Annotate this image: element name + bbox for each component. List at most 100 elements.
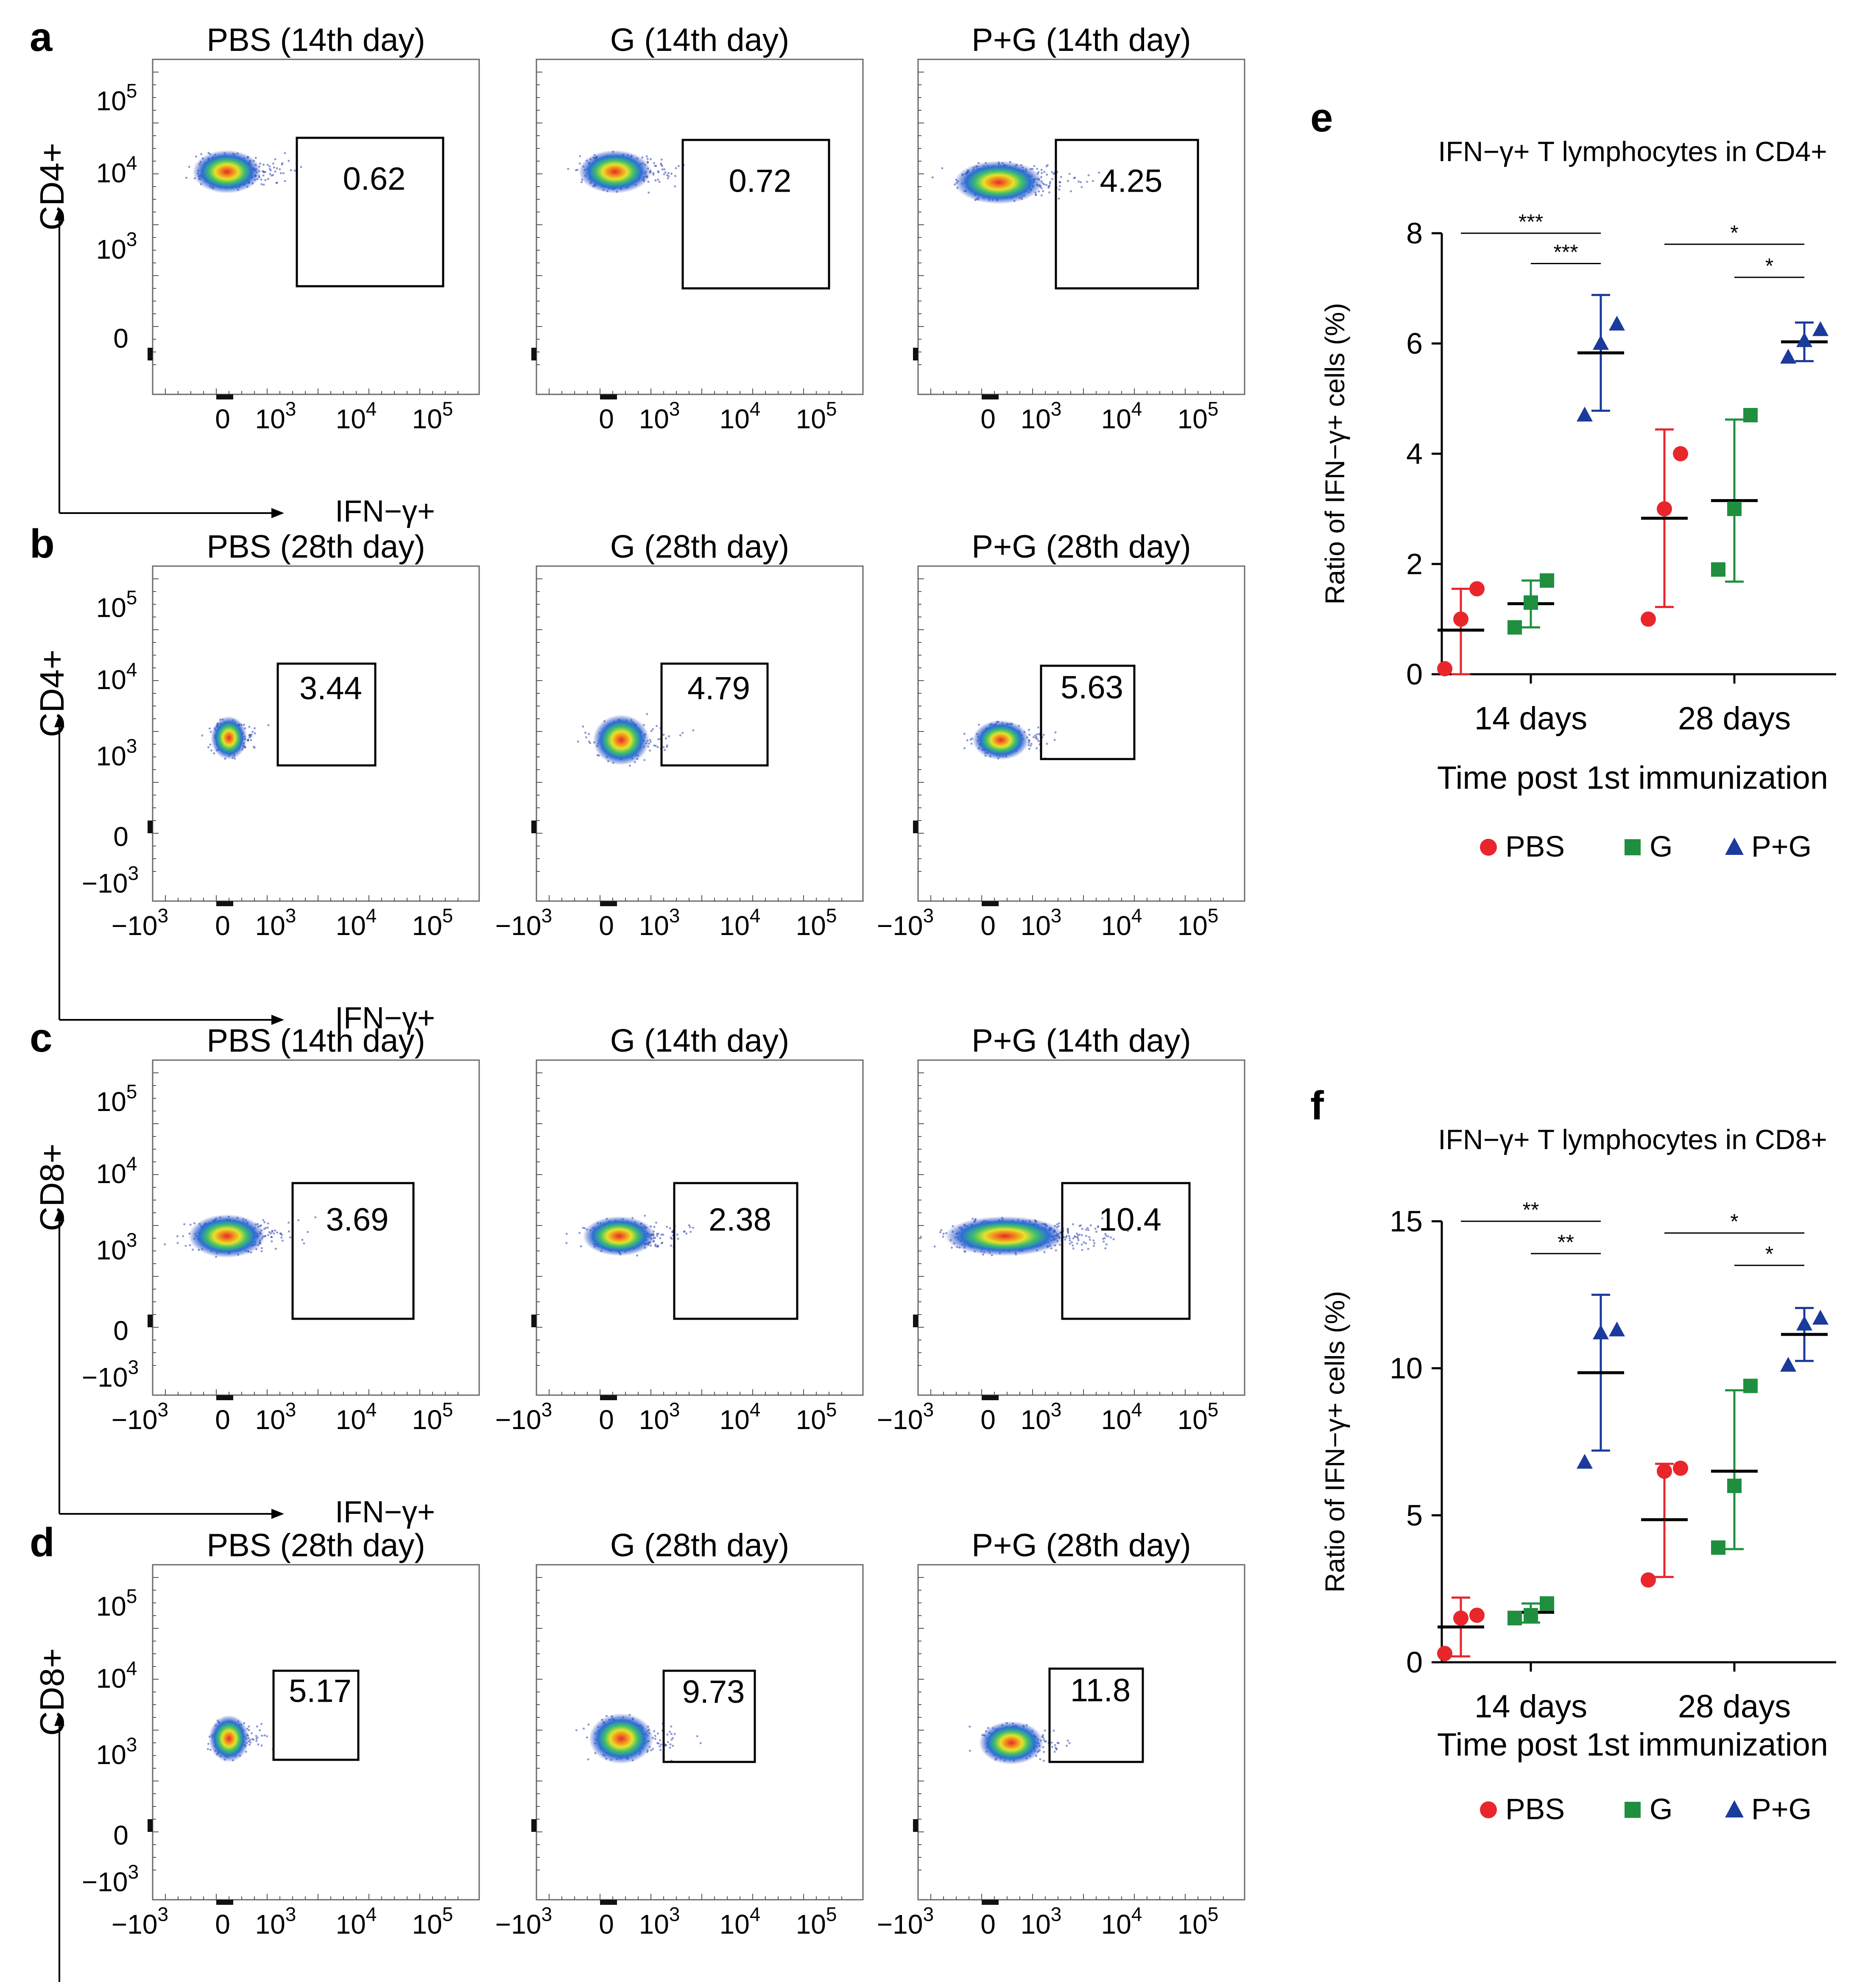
flow-row-b: b CD4+ IFN−γ+ PBS (28th day) 3.44 −103 0 103 104… [30, 521, 1245, 1035]
y-tick-label: 4 [1406, 437, 1423, 470]
y-tick-label: 2 [1406, 547, 1423, 581]
data-point [1711, 562, 1725, 577]
y-axis-title: Ratio of IFN−γ+ cells (%) [1320, 303, 1350, 604]
data-point [1593, 335, 1609, 350]
x-tick-zero: 0 [215, 910, 230, 941]
x-tick-neg: −103 [495, 904, 552, 941]
x-tick-neg: −103 [112, 1903, 168, 1940]
x-tick-zero: 0 [599, 1404, 614, 1435]
flow-plot-b-3: P+G (28th day) 5.63 −103 0 103 104 105 [877, 529, 1245, 941]
legend: PBS G P+G [1480, 830, 1812, 863]
data-point [1657, 501, 1672, 516]
x-tick-1e3: 103 [639, 398, 680, 434]
data-point [1469, 581, 1485, 597]
gate-box [662, 1669, 756, 1763]
plot-title: P+G (14th day) [972, 1023, 1191, 1059]
axis-ticks [913, 72, 1224, 399]
gate-box [276, 662, 377, 767]
data-point [1437, 661, 1452, 676]
plot-title: P+G (14th day) [972, 22, 1191, 58]
panel-letter-a: a [30, 14, 53, 60]
x-tick-1e3: 103 [1021, 1903, 1062, 1940]
legend-marker-pg [1725, 837, 1744, 855]
y-tick-1e4: 104 [96, 1153, 137, 1189]
x-tick-neg: −103 [112, 1399, 168, 1435]
y-axis-label-a: CD4+ [33, 143, 71, 231]
flow-plot-d-3: P+G (28th day) 11.8 −103 0 103 104 105 [877, 1527, 1245, 1940]
data-point [1577, 1454, 1593, 1469]
x-tick-1e4: 104 [336, 1903, 377, 1940]
chart-e: e IFN−γ+ T lymphocytes in CD4+ 0 2 4 6 8 14 day… [1310, 95, 1836, 863]
x-axis-label-a: IFN−γ+ [335, 494, 435, 528]
x-tick-1e4: 104 [1101, 1399, 1142, 1435]
density-core [209, 1715, 249, 1762]
gate-box [291, 1182, 415, 1320]
axis-ticks [531, 578, 842, 906]
x-tick-zero: 0 [215, 1404, 230, 1435]
plot-frame [536, 59, 864, 395]
x-tick-1e5: 105 [1178, 398, 1219, 434]
y-tick-1e4: 104 [96, 1657, 137, 1694]
legend-label: P+G [1751, 1792, 1812, 1826]
x-tick-1e4: 104 [720, 1399, 761, 1435]
y-tick-1e5: 105 [96, 80, 137, 116]
x-tick-1e5: 105 [1178, 904, 1219, 941]
x-tick-labels: −103 0 103 104 105 [112, 1399, 453, 1435]
x-tick-1e4: 104 [720, 1903, 761, 1940]
plot-title: G (28th day) [610, 1527, 789, 1563]
x-tick-zero: 0 [980, 1404, 996, 1435]
x-axis-arrowhead [271, 1509, 284, 1519]
x-tick-labels: −103 0 103 104 105 [495, 904, 837, 941]
x-tick-neg: −103 [877, 904, 934, 941]
y-tick-1e5: 105 [96, 1080, 137, 1117]
plot-title: G (14th day) [610, 22, 789, 58]
y-axis-title: Ratio of IFN−γ+ cells (%) [1320, 1291, 1350, 1592]
y-tick-1e5: 105 [96, 586, 137, 623]
data-point [1673, 446, 1688, 461]
y-axis-arrowhead [54, 1713, 64, 1726]
panel-letter-d: d [30, 1520, 55, 1565]
data-point [1796, 1315, 1812, 1331]
data-point [1727, 1479, 1742, 1493]
gate-box [1061, 1182, 1191, 1320]
x-tick-1e5: 105 [412, 1399, 453, 1435]
plot-frame [152, 1564, 480, 1901]
y-tick-label: 5 [1406, 1499, 1423, 1532]
data-point [1540, 1596, 1554, 1611]
data-point [1812, 321, 1829, 336]
chart-title: IFN−γ+ T lymphocytes in CD8+ [1438, 1124, 1827, 1155]
x-tick-labels: 0 103 104 105 [980, 398, 1218, 434]
y-tick-labels: 105 104 103 0 −103 [82, 586, 139, 899]
plot-title: G (14th day) [610, 1023, 789, 1059]
data-point [1453, 611, 1468, 627]
data-point [1780, 349, 1796, 364]
legend-label: PBS [1505, 1792, 1565, 1826]
data-point [1812, 1309, 1829, 1325]
gate-box [681, 139, 830, 290]
gate-value: 3.44 [299, 670, 362, 706]
y-tick-label: 6 [1406, 327, 1423, 360]
plot-frame [536, 565, 864, 902]
series-pbs [1437, 428, 1688, 676]
x-tick-1e3: 103 [639, 1399, 680, 1435]
y-tick-zero: 0 [113, 1820, 128, 1851]
x-axis-title: Time post 1st immunization [1437, 1727, 1828, 1763]
x-tick-labels: 0 103 104 105 [599, 398, 837, 434]
gate-box [296, 137, 444, 288]
significance-stars: *** [1553, 240, 1578, 264]
gate-value: 0.72 [729, 163, 792, 199]
gate-value: 2.38 [709, 1202, 771, 1238]
x-tick-zero: 0 [599, 1909, 614, 1940]
significance-stars: * [1765, 254, 1773, 278]
plot-frame [536, 1564, 864, 1901]
y-tick-label: 8 [1406, 217, 1423, 250]
x-tick-labels: −103 0 103 104 105 [877, 1399, 1218, 1435]
gate-value: 4.25 [1100, 163, 1163, 199]
legend-marker-pbs [1480, 839, 1497, 856]
axis-ticks [913, 1577, 1224, 1905]
density-core [979, 1721, 1044, 1764]
x-tick-1e5: 105 [412, 904, 453, 941]
legend-label: G [1650, 830, 1672, 863]
gate-box [1048, 1667, 1144, 1763]
gate-box [272, 1669, 360, 1761]
